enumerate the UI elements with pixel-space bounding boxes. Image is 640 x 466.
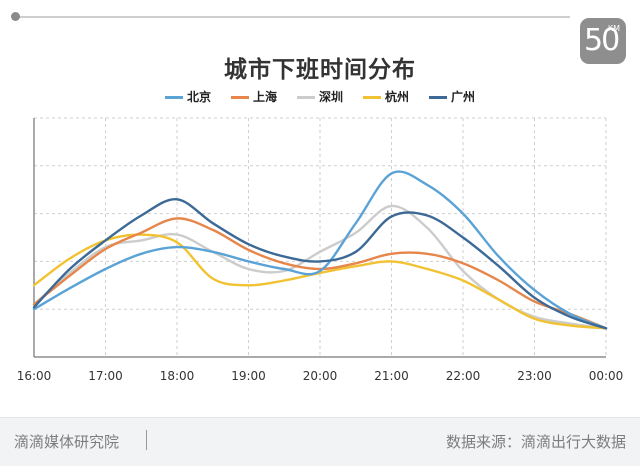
legend-swatch	[296, 96, 315, 99]
legend-item: 北京	[164, 88, 211, 105]
x-tick-label: 23:00	[517, 369, 552, 383]
brand-number: 50	[584, 23, 620, 58]
footer-bar: 滴滴媒体研究院 数据来源：滴滴出行大数据	[0, 417, 640, 466]
legend-label: 广州	[451, 90, 476, 104]
series-line-1	[32, 217, 608, 330]
series-line-3	[32, 233, 608, 330]
legend-label: 北京	[186, 90, 211, 104]
x-tick-label: 22:00	[446, 369, 481, 383]
legend-label: 上海	[252, 90, 277, 104]
legend-swatch	[164, 96, 183, 99]
footer-separator	[146, 430, 147, 450]
legend-swatch	[230, 96, 249, 99]
legend-item: 广州	[429, 88, 475, 105]
x-tick-label: 20:00	[303, 369, 338, 383]
x-tick-label: 19:00	[231, 369, 266, 383]
series-line-4	[32, 198, 608, 330]
x-tick-label: 00:00	[589, 369, 624, 383]
x-tick-label: 16:00	[17, 369, 52, 383]
x-tick-label: 17:00	[88, 369, 123, 383]
x-tick-label: 18:00	[160, 369, 195, 383]
chart-title: 城市下班时间分布	[224, 57, 416, 83]
chart-legend: 北京 上海 深圳 杭州 广州	[0, 88, 640, 105]
top-divider-dot	[11, 12, 20, 21]
legend-swatch	[429, 96, 448, 99]
brand-logo: 50 KM	[580, 18, 626, 64]
legend-item: 上海	[230, 88, 277, 105]
series-line-2	[32, 204, 608, 330]
series-line-0	[32, 170, 608, 330]
top-divider	[15, 16, 570, 18]
legend-item: 杭州	[363, 88, 409, 105]
footer-brand: 滴滴媒体研究院	[14, 433, 120, 451]
legend-label: 杭州	[385, 90, 410, 104]
legend-swatch	[363, 96, 381, 99]
legend-item: 深圳	[296, 88, 343, 105]
x-tick-label: 21:00	[374, 369, 409, 383]
brand-unit: KM	[607, 24, 620, 33]
footer-source: 数据来源：滴滴出行大数据	[445, 433, 626, 451]
legend-label: 深圳	[318, 90, 343, 104]
